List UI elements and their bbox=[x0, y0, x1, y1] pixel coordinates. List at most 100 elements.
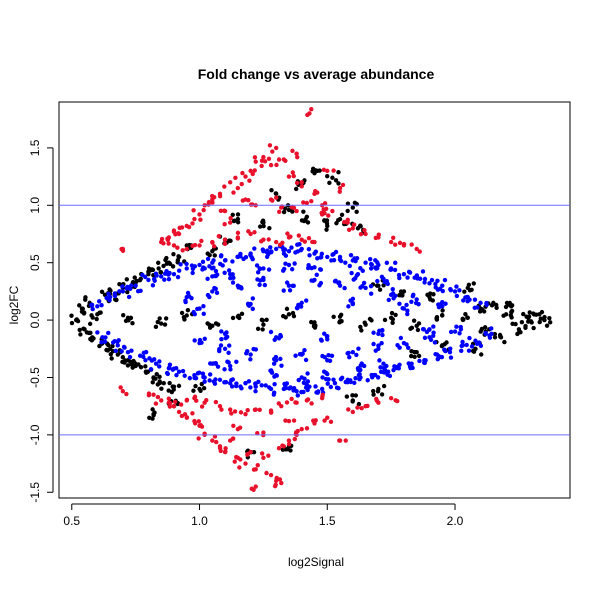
data-point-s0-71-5 bbox=[371, 388, 376, 394]
data-point-s0-49-2 bbox=[471, 281, 476, 286]
data-point-s0-18-5 bbox=[151, 375, 156, 381]
data-point-s1-30-3 bbox=[289, 245, 294, 250]
data-point-s0-37-5 bbox=[465, 315, 470, 320]
data-point-s2-0-1 bbox=[161, 241, 166, 246]
data-point-s1-12-1 bbox=[176, 268, 182, 273]
data-point-s2-19-2 bbox=[283, 158, 288, 163]
data-point-s1-21-4 bbox=[229, 384, 235, 389]
data-point-s0-28-5 bbox=[237, 315, 242, 321]
data-point-s1-50-4 bbox=[414, 273, 420, 278]
data-point-s1-14-2 bbox=[184, 261, 189, 267]
data-point-s1-81-5 bbox=[428, 337, 434, 342]
data-point-s1-27-2 bbox=[263, 383, 268, 388]
data-point-s1-5-5 bbox=[122, 345, 127, 350]
data-point-s1-93-5 bbox=[424, 329, 430, 335]
data-point-s1-95-5 bbox=[283, 261, 288, 266]
data-point-s1-83-3 bbox=[454, 324, 459, 329]
data-point-s2-21-0 bbox=[294, 151, 299, 156]
data-point-s0-62-5 bbox=[301, 209, 306, 214]
data-point-s2-17-1 bbox=[262, 159, 268, 164]
data-point-s1-2-4 bbox=[104, 295, 109, 301]
data-point-s0-42-5 bbox=[508, 313, 514, 318]
data-point-s0-63-2 bbox=[339, 212, 345, 217]
data-point-s1-82-4 bbox=[436, 304, 442, 310]
data-point-s2-44-1 bbox=[199, 238, 204, 244]
data-point-s1-91-5 bbox=[379, 328, 385, 333]
data-point-s1-74-1 bbox=[342, 285, 347, 291]
data-point-s1-74-5 bbox=[333, 278, 338, 283]
data-point-s2-93-2 bbox=[238, 410, 244, 415]
data-point-s2-45-1 bbox=[210, 240, 215, 245]
data-point-s0-44-5 bbox=[513, 321, 518, 327]
data-point-s2-81-0 bbox=[299, 426, 304, 432]
data-point-s2-36-0 bbox=[222, 237, 228, 242]
data-point-s2-29-1 bbox=[342, 219, 347, 225]
data-point-s0-21-4 bbox=[170, 264, 176, 269]
data-point-s0-64-4 bbox=[147, 415, 152, 421]
data-point-s1-73-4 bbox=[326, 353, 331, 358]
data-point-s0-33-2 bbox=[362, 320, 367, 325]
data-point-s1-98-4 bbox=[305, 379, 311, 384]
data-point-s1-94-1 bbox=[254, 263, 260, 268]
data-point-s0-24-4 bbox=[123, 318, 129, 324]
data-point-s1-86-5 bbox=[245, 301, 251, 307]
data-point-s2-67-1 bbox=[212, 434, 218, 439]
data-point-s1-17-3 bbox=[200, 371, 206, 376]
data-point-s1-0-4 bbox=[89, 302, 94, 308]
data-point-s0-61-5 bbox=[290, 209, 295, 214]
data-point-s0-20-2 bbox=[159, 386, 164, 391]
data-point-s1-1-2 bbox=[103, 335, 108, 340]
data-point-s2-59-0 bbox=[159, 398, 164, 403]
data-point-s2-93-1 bbox=[245, 407, 250, 413]
data-point-s1-10-0 bbox=[159, 274, 164, 279]
data-point-s0-77-5 bbox=[261, 223, 266, 229]
data-point-s0-55-3 bbox=[374, 283, 380, 288]
data-point-s0-30-3 bbox=[281, 313, 286, 319]
data-point-s2-11-0 bbox=[227, 180, 233, 185]
data-point-s0-14-5 bbox=[128, 359, 133, 364]
data-point-s1-29-5 bbox=[284, 381, 290, 386]
data-point-s1-88-5 bbox=[295, 306, 300, 311]
data-point-s2-31-0 bbox=[363, 231, 368, 237]
data-point-s1-61-4 bbox=[487, 335, 493, 340]
data-point-s2-52-0 bbox=[294, 208, 299, 214]
y-tick-label-2: -0.5 bbox=[28, 367, 42, 388]
data-point-s1-68-2 bbox=[262, 282, 268, 288]
data-point-s1-72-3 bbox=[317, 283, 322, 288]
data-point-s1-7-1 bbox=[143, 357, 148, 363]
data-point-s0-1-4 bbox=[81, 310, 87, 315]
data-point-s0-48-4 bbox=[537, 319, 542, 325]
data-point-s2-86-1 bbox=[359, 405, 364, 411]
data-point-s2-75-1 bbox=[266, 453, 271, 458]
data-point-s2-49-2 bbox=[248, 202, 254, 207]
data-point-s2-74-2 bbox=[255, 462, 260, 468]
data-point-s0-5-3 bbox=[94, 316, 99, 322]
data-point-s2-14-0 bbox=[248, 168, 253, 174]
data-point-s1-44-3 bbox=[375, 260, 380, 265]
data-point-s1-32-5 bbox=[293, 250, 298, 255]
data-point-s0-53-4 bbox=[397, 293, 402, 298]
data-point-s1-97-4 bbox=[272, 374, 277, 379]
data-point-s2-100-1 bbox=[199, 404, 205, 409]
data-point-s1-12-0 bbox=[171, 271, 177, 277]
data-point-s2-89-0 bbox=[253, 484, 258, 489]
data-point-s1-24-1 bbox=[243, 254, 249, 260]
y-tick-label-5: 1.0 bbox=[28, 197, 42, 214]
data-point-s1-18-5 bbox=[207, 264, 212, 269]
data-point-s0-1-1 bbox=[77, 303, 82, 308]
data-point-s1-67-2 bbox=[248, 357, 253, 362]
data-point-s1-100-5 bbox=[349, 270, 354, 276]
data-point-s2-91-0 bbox=[217, 403, 223, 409]
data-point-s1-20-4 bbox=[223, 258, 228, 263]
data-point-s1-70-4 bbox=[287, 288, 293, 293]
data-point-s0-45-4 bbox=[519, 320, 525, 325]
data-point-s2-63-2 bbox=[190, 411, 195, 416]
data-point-s0-40-5 bbox=[494, 302, 499, 308]
data-point-s0-77-1 bbox=[267, 225, 272, 231]
data-point-s2-98-2 bbox=[305, 397, 311, 402]
data-point-s2-36-1 bbox=[216, 234, 222, 239]
data-point-s1-43-4 bbox=[365, 378, 370, 383]
data-point-s1-25-5 bbox=[253, 381, 258, 387]
data-point-s0-34-3 bbox=[382, 317, 388, 323]
